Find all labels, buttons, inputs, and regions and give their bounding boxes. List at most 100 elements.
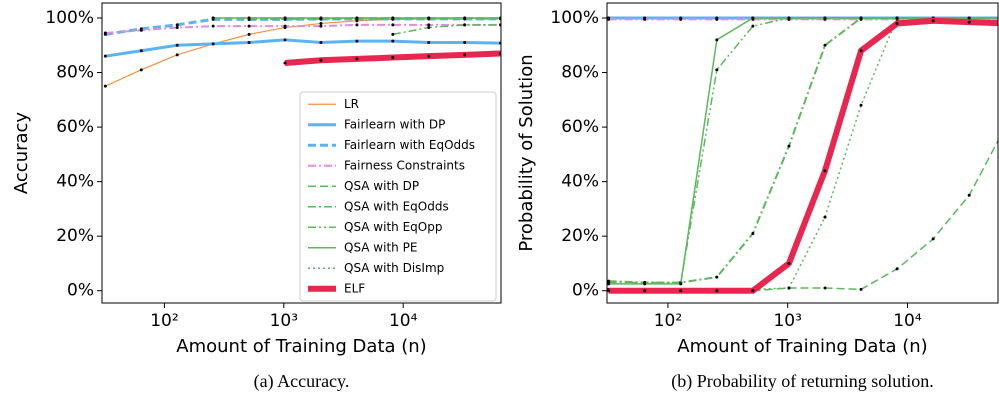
x-axis-label: Amount of Training Data (n) [176,336,426,357]
data-point [787,286,791,290]
x-tick-label: 10³ [270,311,298,331]
data-point [715,17,719,21]
x-tick-label: 10² [150,311,178,331]
legend-label: LR [344,97,359,111]
data-point [715,289,719,293]
y-tick-label: 60% [561,117,599,137]
data-point [463,23,467,27]
data-point [319,17,323,21]
data-point [823,43,827,47]
data-point [139,68,143,72]
data-point [427,23,431,27]
y-axis-label: Probability of Solution [516,54,537,251]
data-point [715,275,719,279]
plot-area [607,16,998,294]
data-point [679,17,683,21]
plot-frame [606,2,999,304]
data-point [895,267,899,271]
data-point [427,41,431,45]
data-point [175,53,179,57]
x-tick-label: 10⁴ [389,311,418,331]
legend-box [299,91,497,302]
data-point [391,17,395,21]
data-point [427,54,431,58]
data-point [463,17,467,21]
data-point [967,20,971,24]
data-point [967,193,971,197]
data-point [247,16,251,20]
data-point [607,282,611,286]
series-line [608,17,998,284]
y-tick-label: 100% [550,8,599,28]
data-point [607,17,611,21]
data-point [247,32,251,36]
data-point [751,289,755,293]
data-point [427,26,431,30]
x-tick-label: 10² [654,311,682,331]
series-line [608,17,998,285]
data-point [607,289,611,293]
y-tick-label: 60% [56,117,94,137]
data-point [283,38,287,42]
series-line [105,38,501,58]
x-axis-label: Amount of Training Data (n) [677,336,927,357]
plot-area [103,16,501,88]
data-point [715,68,719,72]
series-line [608,17,998,294]
y-tick-label: 0% [572,281,599,301]
data-point [859,16,863,20]
data-point [715,38,719,42]
data-point [355,23,359,27]
data-point [787,144,791,148]
data-point [355,17,359,21]
caption: (b) Probability of returning solution. [671,371,933,392]
series-line [105,23,501,34]
data-point [283,61,287,65]
data-point [319,24,323,28]
legend-label: ELF [344,281,365,295]
data-point [175,23,179,27]
data-point [283,24,287,28]
data-point [787,261,791,265]
data-point [247,41,251,45]
y-axis-label: Accuracy [11,112,32,195]
y-tick-label: 40% [56,172,94,192]
data-point [427,17,431,21]
data-point [103,54,107,58]
data-point [643,289,647,293]
data-point [175,26,179,30]
data-point [751,231,755,235]
data-point [895,21,899,25]
data-point [895,16,899,20]
data-point [859,49,863,53]
data-point [355,57,359,61]
legend-label: QSA with EqOdds [344,199,449,213]
data-point [679,282,683,286]
plot-frame [101,2,502,304]
data-point [319,58,323,62]
caption: (a) Accuracy. [254,371,350,392]
series-line [608,139,998,292]
legend-label: QSA with DP [344,179,419,193]
data-point [643,17,647,21]
y-tick-label: 0% [67,281,94,301]
legend-label: QSA with DisImp [344,261,444,275]
legend-label: Fairlearn with DP [344,117,445,131]
y-tick-label: 40% [561,172,599,192]
x-tick-label: 10³ [773,311,801,331]
data-point [751,16,755,20]
data-point [463,41,467,45]
data-point [103,31,107,35]
data-point [931,237,935,241]
data-point [211,24,215,28]
data-point [643,282,647,286]
x-tick-label: 10⁴ [893,311,922,331]
data-point [787,16,791,20]
data-point [211,16,215,20]
data-point [139,49,143,53]
legend-label: Fairness Constraints [344,158,465,172]
data-point [355,39,359,43]
data-point [823,215,827,219]
y-tick-label: 80% [56,63,94,83]
